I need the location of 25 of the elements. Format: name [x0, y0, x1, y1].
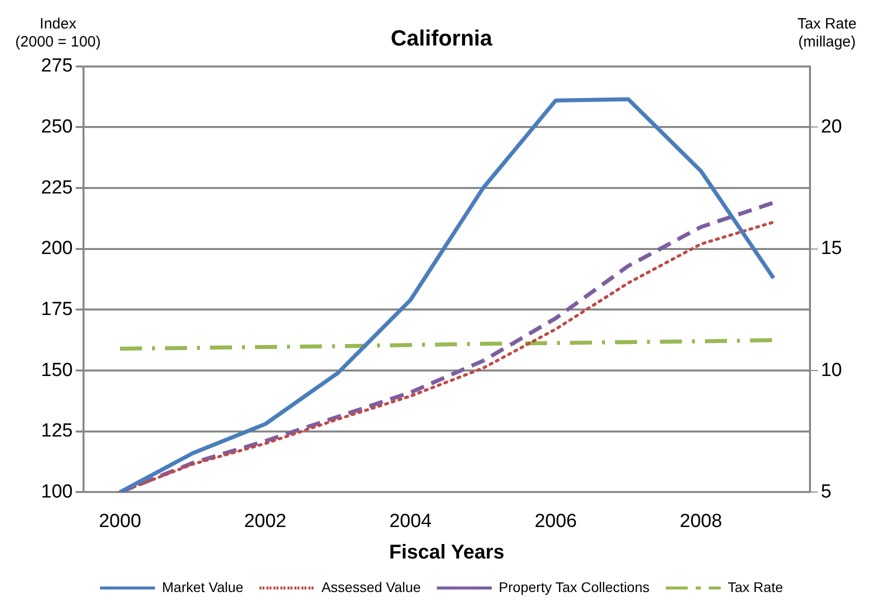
x-tick-label: 2008: [680, 510, 722, 532]
legend-label: Tax Rate: [728, 578, 784, 595]
y2-tick-label: 10: [820, 360, 842, 381]
y-tick-label: 150: [41, 360, 73, 381]
x-axis-title: Fiscal Years: [389, 542, 504, 564]
x-tick-label: 2002: [244, 510, 286, 532]
y-tick-label: 175: [41, 298, 73, 320]
x-tick-label: 2004: [389, 510, 432, 532]
y2-tick-label: 20: [820, 116, 842, 138]
chart-title: California: [390, 25, 493, 50]
y2-axis-title: Tax Rate (millage): [797, 16, 857, 51]
x-tick-label: 2000: [98, 510, 142, 532]
y2-tick-label: 15: [820, 238, 842, 260]
x-tick-label: 2006: [534, 510, 577, 532]
y-tick-label: 225: [41, 177, 73, 198]
y2-tick-label: 5: [820, 481, 832, 502]
y-tick-label: 250: [41, 116, 73, 138]
legend-label: Property Tax Collections: [498, 578, 650, 595]
y-tick-label: 125: [41, 420, 73, 442]
y-tick-label: 200: [41, 238, 73, 260]
legend-label: Market Value: [162, 578, 244, 595]
y-axis-title: Index (2000 = 100): [15, 16, 101, 51]
y-tick-label: 275: [41, 56, 73, 77]
legend-label: Assessed Value: [321, 578, 422, 595]
y-tick-label: 100: [41, 481, 73, 502]
